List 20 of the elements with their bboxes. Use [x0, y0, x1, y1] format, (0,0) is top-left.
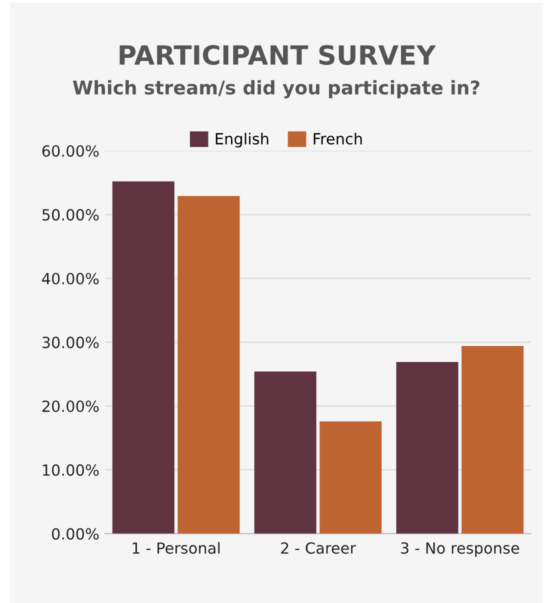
bar [178, 196, 240, 534]
bar [462, 346, 524, 534]
x-tick-label: 3 - No response [401, 542, 520, 557]
y-tick-label: 40.00% [42, 272, 99, 284]
legend-label: French [314, 132, 362, 145]
bar [112, 181, 174, 534]
y-tick-label: 50.00% [42, 209, 99, 221]
y-tick-label: 0.00% [52, 528, 99, 540]
y-tick-label: 60.00% [42, 145, 99, 157]
y-tick-label: 10.00% [42, 464, 99, 476]
y-tick-label: 30.00% [42, 336, 99, 348]
legend-label: English [216, 132, 268, 148]
y-tick-label: 20.00% [42, 400, 99, 412]
x-tick-label: 1 - Personal [132, 542, 220, 554]
chart-title: PARTICIPANT SURVEY [120, 44, 436, 65]
bar [254, 372, 316, 534]
x-tick-label: 2 - Career [281, 542, 356, 554]
chart-subtitle: Which stream/s did you participate in? [72, 80, 480, 98]
bar [320, 421, 382, 534]
bar [396, 362, 458, 534]
